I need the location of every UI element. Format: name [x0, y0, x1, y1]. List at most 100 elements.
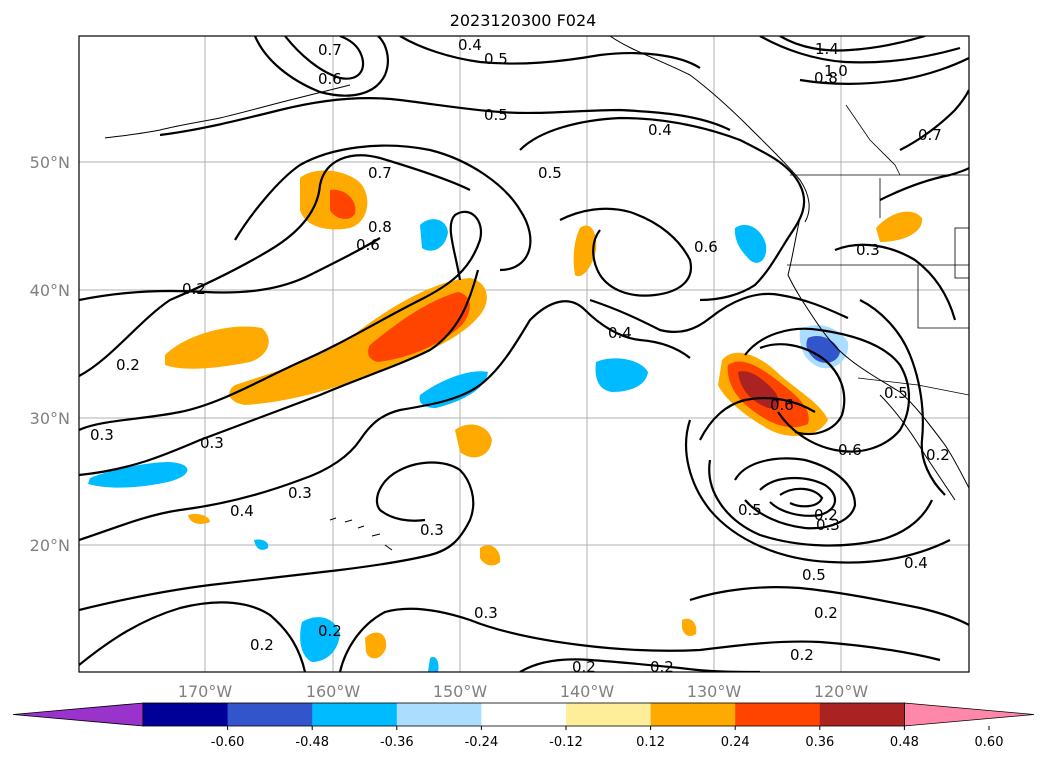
- lat-label: 40°N: [30, 281, 70, 300]
- colorbar-segment: [312, 703, 398, 726]
- lon-label: 140°W: [560, 682, 615, 701]
- contour-line: [399, 36, 701, 69]
- shade-positive: [188, 513, 210, 524]
- contour-label: 0.3: [90, 426, 114, 444]
- contour-line: [79, 154, 471, 377]
- contour-label: 0.4: [904, 554, 928, 572]
- lon-label: 170°W: [178, 682, 233, 701]
- shade-positive: [480, 545, 501, 566]
- contour-line: [79, 300, 691, 542]
- contour-label: 0.7: [918, 126, 942, 144]
- shade-positive: [365, 632, 387, 659]
- contour-line: [79, 237, 381, 302]
- colorbar-outline: [142, 702, 905, 727]
- contour-label: 0.7: [368, 164, 392, 182]
- shade-negative: [88, 462, 188, 488]
- contour-label: 0.5: [802, 566, 826, 584]
- contour-line: [589, 292, 849, 334]
- contour-line: [79, 461, 475, 612]
- contour-label: 0.2: [572, 658, 596, 676]
- colorbar-tick-label: 0.60: [975, 735, 1004, 750]
- coastlines: [104, 36, 969, 551]
- longitude-labels: 170°W 160°W 150°W 140°W 130°W 120°W: [178, 682, 869, 701]
- contour-line: [284, 36, 365, 80]
- contour-line: [779, 487, 824, 508]
- contour-label: 0.6: [694, 238, 718, 256]
- colorbar-segment: [227, 703, 313, 726]
- shade-negative: [254, 539, 269, 550]
- map-title: 2023120300 F024: [450, 11, 597, 30]
- contour-line: [834, 243, 957, 321]
- contour-label: 0.8: [814, 69, 838, 87]
- lat-label: 30°N: [30, 409, 70, 428]
- colorbar-tick-label: -0.48: [295, 735, 329, 750]
- contour-label: 0.3: [856, 241, 880, 259]
- contour-label: 0.3: [420, 521, 444, 539]
- colorbar-segment: [735, 703, 821, 726]
- contour-line: [234, 144, 532, 272]
- contour-label: 0.6: [770, 396, 794, 414]
- shade-positive: [368, 292, 470, 362]
- contour-line: [159, 96, 731, 137]
- map-frame: [78, 35, 970, 673]
- lon-label: 160°W: [306, 682, 361, 701]
- contour-label: 0.2: [814, 604, 838, 622]
- colorbar-extend-high: [904, 702, 1035, 727]
- shade-negative: [420, 219, 448, 251]
- contour-label: 0.2: [182, 280, 206, 298]
- contour-label: 0.4: [458, 36, 482, 54]
- contour-line: [79, 210, 483, 431]
- contour-label: 0.5: [738, 501, 762, 519]
- colorbar-segment: [481, 703, 567, 726]
- colorbar-segment: [143, 703, 229, 726]
- contour-label: 0.2: [790, 646, 814, 664]
- contour-label: 0.2: [250, 636, 274, 654]
- contour-line: [699, 397, 816, 441]
- contour-label: 0.7: [318, 41, 342, 59]
- contour-label: 0.3: [816, 516, 840, 534]
- colorbar-tick-label: 0.24: [721, 735, 750, 750]
- lon-label: 130°W: [687, 682, 742, 701]
- shade-negative: [428, 656, 439, 672]
- contour-line: [253, 36, 389, 97]
- contour-label: 0.8: [368, 218, 392, 236]
- contour-line: [799, 57, 969, 85]
- contour-line: [759, 343, 846, 436]
- contour-label: 0.6: [838, 441, 862, 459]
- colorbar-extend-low: [12, 702, 144, 727]
- contour-label: 0.4: [608, 324, 632, 342]
- contour-line: [79, 601, 307, 672]
- contour-line: [689, 586, 969, 626]
- contour-line: [779, 36, 926, 52]
- colorbar-tick-label: -0.24: [465, 735, 499, 750]
- colorbar-segment: [819, 703, 905, 726]
- contour-line: [899, 89, 969, 151]
- shade-positive: [573, 225, 597, 277]
- contour-line: [338, 607, 941, 672]
- colorbar-tick-label: -0.12: [549, 735, 583, 750]
- colorbar-tick-label: 0.48: [890, 735, 919, 750]
- contour-label: 1.4: [815, 40, 839, 58]
- state-box: [954, 227, 969, 279]
- shade-negative: [734, 224, 767, 263]
- contour-line: [79, 269, 480, 477]
- shade-negative: [300, 617, 340, 662]
- map-content: 0.7 0.4 0.5 0.6 0.5 0.4 1.4 1.0 0.8 0.7 …: [79, 36, 969, 676]
- contour-line: [759, 476, 836, 517]
- contour-label: 0.4: [648, 121, 672, 139]
- us-mexico-border: [857, 377, 969, 396]
- contour-label: 0.5: [484, 106, 508, 124]
- contour-label: 0.3: [288, 484, 312, 502]
- contour-labels: 0.7 0.4 0.5 0.6 0.5 0.4 1.4 1.0 0.8 0.7 …: [90, 36, 950, 676]
- contour-label: 0.2: [318, 622, 342, 640]
- contour-line: [734, 457, 857, 530]
- colorbar-tick-label: -0.60: [211, 735, 245, 750]
- shade-negative: [419, 371, 488, 408]
- contour-label: 0.6: [318, 70, 342, 88]
- state-border: [917, 265, 969, 329]
- contour-line: [708, 459, 933, 547]
- shade-positive: [455, 424, 492, 458]
- colorbar-tick-label: -0.36: [380, 735, 414, 750]
- shade-positive: [330, 189, 356, 219]
